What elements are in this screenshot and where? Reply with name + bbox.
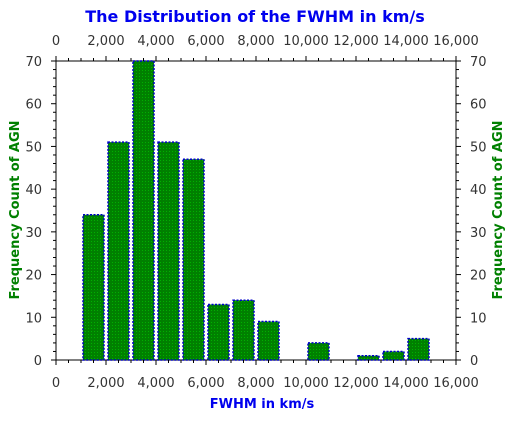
x-tick-label-bottom: 0 xyxy=(52,376,60,391)
y-axis-label-left: Frequency Count of AGN xyxy=(8,120,23,299)
x-tick-label-top: 0 xyxy=(52,34,60,49)
y-tick-label-left: 30 xyxy=(25,226,42,241)
x-tick-label-top: 10,000 xyxy=(283,34,329,49)
histogram-bar xyxy=(107,141,130,361)
y-tick-label-right: 10 xyxy=(470,311,487,326)
histogram-bar xyxy=(257,320,280,361)
histogram-bar xyxy=(382,350,405,361)
y-tick-label-left: 0 xyxy=(34,354,42,369)
histogram-bar xyxy=(407,337,430,361)
y-tick-label-right: 60 xyxy=(470,98,487,113)
histogram-bar xyxy=(232,299,255,361)
y-tick-label-left: 70 xyxy=(25,55,42,70)
x-tick-label-bottom: 2,000 xyxy=(87,376,124,391)
x-tick-label-bottom: 4,000 xyxy=(137,376,174,391)
y-tick-label-right: 0 xyxy=(470,354,478,369)
histogram-bar xyxy=(357,354,380,361)
x-tick-label-top: 6,000 xyxy=(187,34,224,49)
y-axis-label-right: Frequency Count of AGN xyxy=(491,120,506,299)
x-tick-label-bottom: 12,000 xyxy=(333,376,379,391)
x-tick-label-bottom: 16,000 xyxy=(433,376,479,391)
y-tick-label-right: 50 xyxy=(470,140,487,155)
x-axis-label: FWHM in km/s xyxy=(210,397,315,412)
x-tick-label-bottom: 8,000 xyxy=(237,376,274,391)
y-tick-label-left: 40 xyxy=(25,183,42,198)
x-tick-label-top: 14,000 xyxy=(383,34,429,49)
y-tick-label-left: 20 xyxy=(25,269,42,284)
chart-title: The Distribution of the FWHM in km/s xyxy=(85,7,425,26)
histogram-bar xyxy=(82,214,105,361)
y-tick-label-right: 40 xyxy=(470,183,487,198)
y-tick-label-right: 20 xyxy=(470,269,487,284)
histogram-bar xyxy=(182,158,205,361)
x-tick-label-top: 16,000 xyxy=(433,34,479,49)
y-tick-label-left: 50 xyxy=(25,140,42,155)
x-tick-label-bottom: 10,000 xyxy=(283,376,329,391)
histogram-bar xyxy=(207,303,230,361)
x-tick-label-top: 8,000 xyxy=(237,34,274,49)
y-tick-label-left: 10 xyxy=(25,311,42,326)
histogram-bar xyxy=(157,141,180,361)
x-tick-label-top: 12,000 xyxy=(333,34,379,49)
x-tick-label-top: 2,000 xyxy=(87,34,124,49)
x-tick-label-top: 4,000 xyxy=(137,34,174,49)
histogram-bar xyxy=(132,60,155,361)
x-tick-label-bottom: 6,000 xyxy=(187,376,224,391)
y-tick-label-left: 60 xyxy=(25,98,42,113)
x-tick-label-bottom: 14,000 xyxy=(383,376,429,391)
y-tick-label-right: 30 xyxy=(470,226,487,241)
y-tick-label-right: 70 xyxy=(470,55,487,70)
histogram-bar xyxy=(307,342,330,361)
